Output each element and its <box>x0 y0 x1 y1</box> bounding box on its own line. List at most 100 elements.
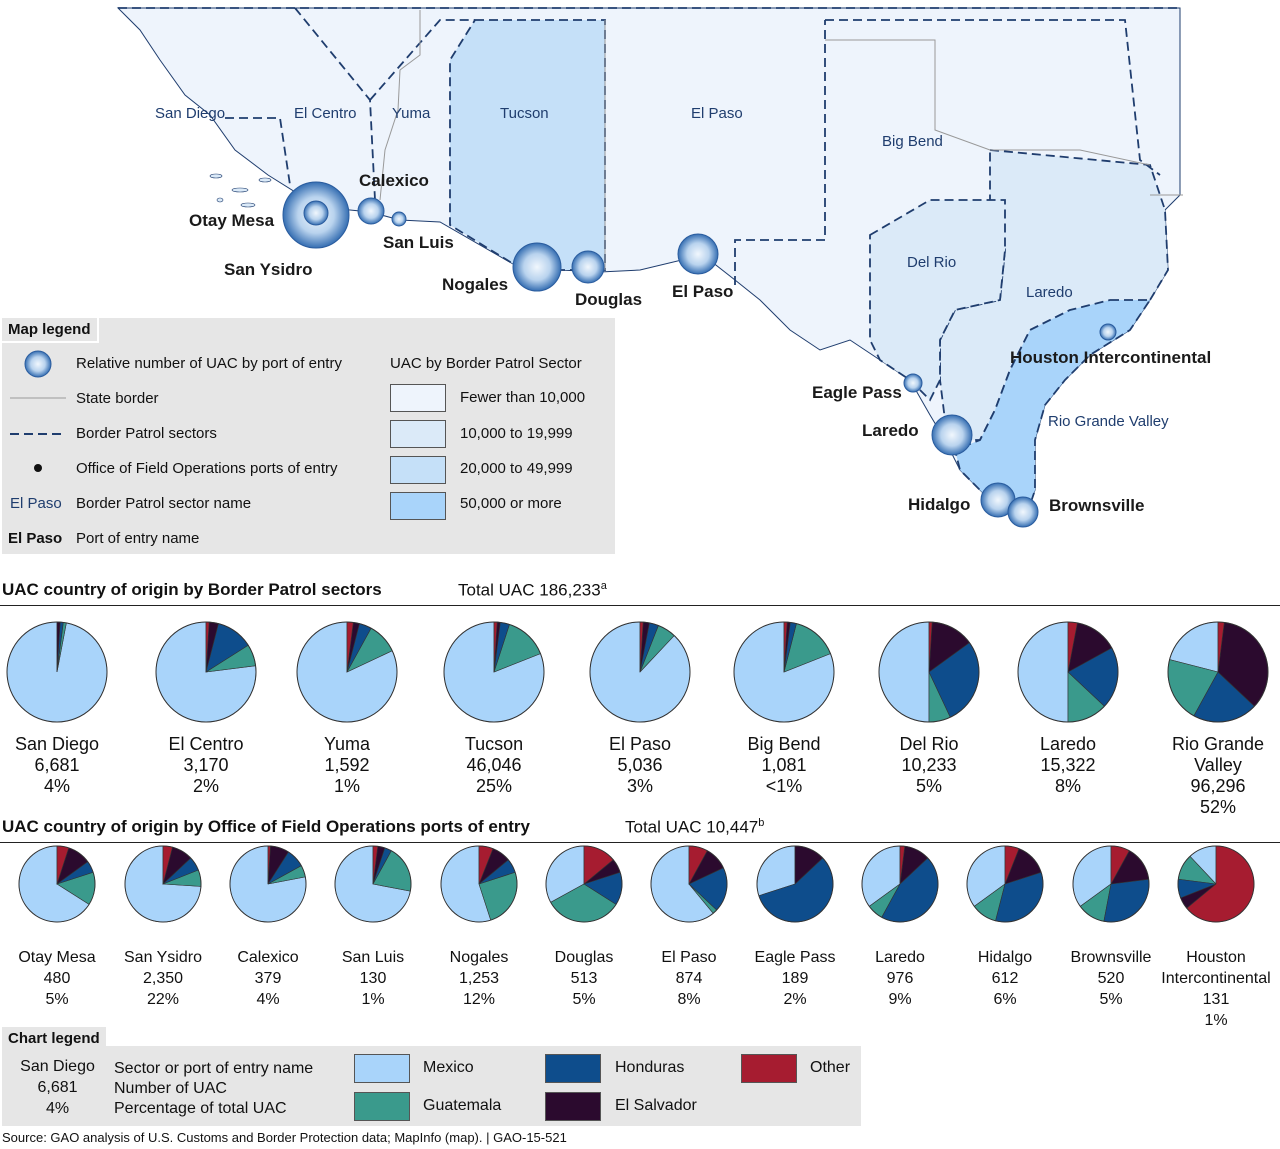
pie-pct: 1% <box>361 991 385 1008</box>
pie-name: El Paso <box>608 734 672 754</box>
scale-title: UAC by Border Patrol Sector <box>390 355 582 372</box>
sector-label: Yuma <box>392 105 431 122</box>
pie-chart <box>878 621 980 723</box>
port-label: Brownsville <box>1049 496 1144 515</box>
port-bubbles <box>282 181 1117 528</box>
map-legend <box>2 318 615 554</box>
explain-line-3: Percentage of total UAC <box>114 1100 287 1117</box>
legend-label-guatemala: Guatemala <box>423 1097 502 1114</box>
port-bubble <box>391 211 407 227</box>
pie-chart <box>966 845 1044 923</box>
legend-label-other: Other <box>810 1059 851 1076</box>
ports-total: Total UAC 10,447b <box>625 817 765 837</box>
port-label: Eagle Pass <box>812 383 902 402</box>
del-rio-sector <box>869 199 1006 402</box>
ports-title: UAC country of origin by Office of Field… <box>2 817 530 836</box>
pie-outline <box>1167 621 1269 723</box>
pie-count: 6,681 <box>34 755 80 775</box>
port-dot-icon <box>34 464 42 472</box>
pie-count: 130 <box>359 970 387 987</box>
pie-chart <box>124 845 202 923</box>
pie-label: San Luis 130 1% <box>318 947 428 1010</box>
pie-count: 96,296 <box>1190 776 1246 796</box>
legend-circle-label: Relative number of UAC by port of entry <box>76 355 342 372</box>
pie-label: Hidalgo 612 6% <box>950 947 1060 1010</box>
port-label: San Luis <box>383 233 454 252</box>
pie-pct: 3% <box>626 776 653 796</box>
pie-name: San Ysidro <box>124 949 202 966</box>
chart-legend-sample: San Diego 6,681 4% <box>10 1056 105 1119</box>
pie-outline <box>6 621 108 723</box>
pie-label: El Paso 874 8% <box>634 947 744 1010</box>
pie-pct: 6% <box>993 991 1017 1008</box>
pie-slice-mexico <box>878 621 930 723</box>
pie-name: Nogales <box>449 949 509 966</box>
bubble-icon <box>24 350 52 378</box>
pie-pct: 22% <box>146 991 180 1008</box>
port-bubble <box>303 200 329 226</box>
port-label: Hidalgo <box>908 495 970 514</box>
pie-label: Rio Grande Valley 96,296 52% <box>1163 734 1273 818</box>
pie-outline <box>1177 845 1255 923</box>
pie-count: 3,170 <box>183 755 229 775</box>
pie-outline <box>545 845 623 923</box>
pie-name: Yuma <box>323 734 371 754</box>
legend-label-mexico: Mexico <box>423 1059 474 1076</box>
sectors-title: UAC country of origin by Border Patrol s… <box>2 580 382 599</box>
pie-label: Houston Intercontinental 131 1% <box>1156 947 1276 1031</box>
pie-outline <box>440 845 518 923</box>
pie-chart <box>1177 845 1255 923</box>
pie-count: 15,322 <box>1040 755 1096 775</box>
pie-chart <box>756 845 834 923</box>
pie-pct: <1% <box>765 776 803 796</box>
pie-pct: 5% <box>45 991 69 1008</box>
pie-label: Laredo 15,322 8% <box>998 734 1138 797</box>
pie-pct: 1% <box>333 776 360 796</box>
pie-outline <box>650 845 728 923</box>
legend-sectors-label: Border Patrol sectors <box>76 425 217 442</box>
pie-label: El Paso 5,036 3% <box>570 734 710 797</box>
pie-count: 1,592 <box>324 755 370 775</box>
pie-chart <box>1072 845 1150 923</box>
port-label: Otay Mesa <box>189 211 275 230</box>
pie-chart <box>296 621 398 723</box>
scale-swatch-1 <box>390 384 446 412</box>
pie-chart <box>589 621 691 723</box>
scale-label-3: 20,000 to 49,999 <box>460 460 573 477</box>
port-label: Calexico <box>359 171 429 190</box>
sample-count: 6,681 <box>37 1079 78 1096</box>
sectors-rule <box>0 605 1280 606</box>
pie-pct: 25% <box>475 776 513 796</box>
pie-pct: 12% <box>462 991 496 1008</box>
pie-count: 10,233 <box>901 755 957 775</box>
pie-name: Del Rio <box>899 734 959 754</box>
sector-label: Laredo <box>1026 284 1073 301</box>
pie-label: Otay Mesa 480 5% <box>2 947 112 1010</box>
pie-count: 131 <box>1202 991 1230 1008</box>
port-labels: Otay Mesa San Ysidro Calexico San Luis N… <box>189 171 1211 515</box>
chart-legend-explain: Sector or port of entry name Number of U… <box>114 1059 313 1119</box>
pie-label: San Diego 6,681 4% <box>0 734 127 797</box>
pie-label: Calexico 379 4% <box>213 947 323 1010</box>
pie-name: San Diego <box>14 734 100 754</box>
pie-name: Hidalgo <box>977 949 1033 966</box>
pie-count: 2,350 <box>142 970 184 987</box>
explain-line-1: Sector or port of entry name <box>114 1060 314 1077</box>
pie-outline <box>861 845 939 923</box>
pie-count: 1,253 <box>458 970 500 987</box>
pie-outline <box>878 621 980 723</box>
pie-outline <box>966 845 1044 923</box>
pie-name: El Paso <box>661 949 717 966</box>
tucson-sector <box>449 19 606 271</box>
chart-legend-title: Chart legend <box>2 1027 106 1050</box>
sector-label: San Diego <box>155 105 225 122</box>
scale-swatch-2 <box>390 420 446 448</box>
legend-port-name-label: Port of entry name <box>76 530 200 547</box>
pie-chart <box>6 621 108 723</box>
pie-count: 513 <box>570 970 598 987</box>
scale-label-1: Fewer than 10,000 <box>460 389 586 406</box>
pie-pct: 4% <box>43 776 70 796</box>
pie-label: Yuma 1,592 1% <box>277 734 417 797</box>
sample-name: San Diego <box>20 1058 95 1075</box>
map-legend-symbols <box>10 350 66 472</box>
